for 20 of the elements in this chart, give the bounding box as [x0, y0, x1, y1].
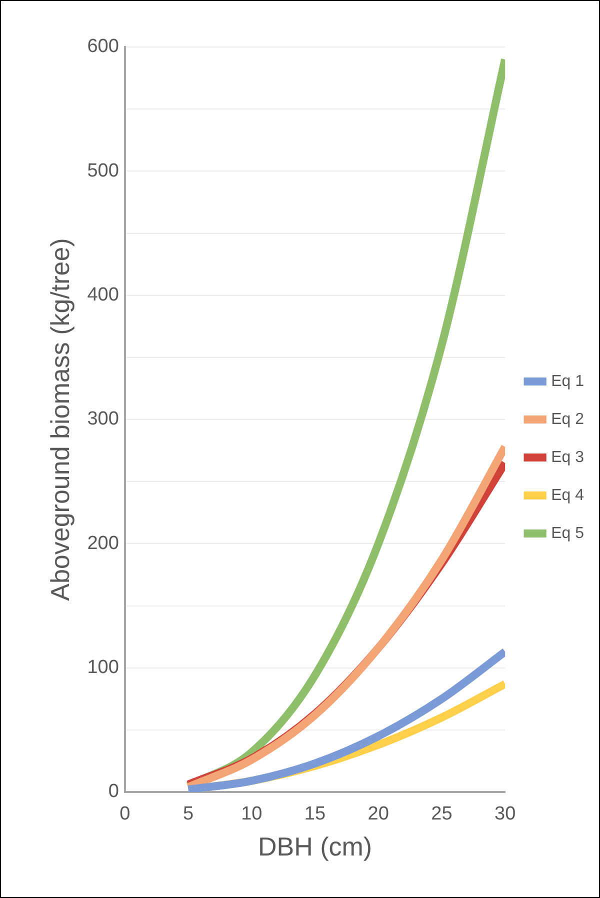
x-tick-label: 15 — [304, 804, 326, 825]
legend-label: Eq 3 — [551, 448, 584, 466]
y-tick-label: 200 — [87, 532, 119, 554]
y-axis-title: Aboveground biomass (kg/tree) — [44, 238, 75, 601]
legend-label: Eq 5 — [551, 524, 584, 542]
legend-label: Eq 1 — [551, 372, 584, 390]
x-tick-label: 10 — [241, 804, 262, 825]
y-tick-label: 400 — [87, 284, 119, 306]
y-tick-label: 0 — [108, 781, 119, 802]
x-tick-label: 20 — [368, 804, 389, 825]
x-tick-label: 30 — [494, 804, 516, 825]
x-tick-label: 25 — [431, 804, 452, 825]
x-tick-label: 5 — [182, 804, 194, 825]
legend-label: Eq 4 — [551, 486, 584, 504]
y-tick-label: 100 — [87, 657, 119, 678]
y-tick-label: 300 — [87, 408, 119, 430]
x-axis-title: DBH (cm) — [258, 832, 372, 862]
legend-label: Eq 2 — [551, 410, 584, 428]
y-tick-label: 500 — [87, 160, 119, 182]
y-tick-label: 600 — [87, 36, 119, 58]
